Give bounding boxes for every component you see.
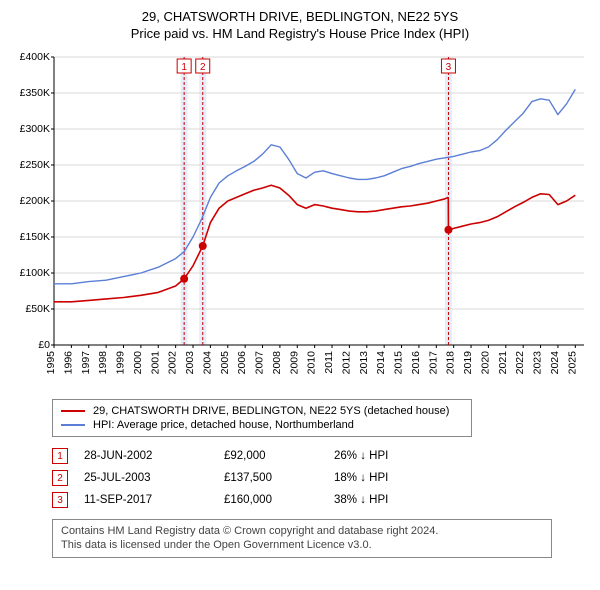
x-axis-tick-label: 2012: [340, 351, 352, 375]
chart-title: 29, CHATSWORTH DRIVE, BEDLINGTON, NE22 5…: [12, 8, 588, 26]
x-axis-tick-label: 2003: [184, 351, 196, 375]
sales-table: 1 28-JUN-2002£92,00026% ↓ HPI 2 25-JUL-2003…: [52, 445, 588, 511]
series-price_paid_after: [449, 194, 576, 230]
x-axis-tick-label: 2017: [427, 351, 439, 375]
x-axis-tick-label: 2015: [393, 351, 405, 375]
x-axis-tick-label: 2019: [462, 351, 474, 375]
x-axis-tick-label: 2013: [358, 351, 370, 375]
line-chart-svg: £0 £50K £100K £150K £200K £250K £300K £350K £400…: [12, 49, 588, 389]
x-axis-tick-label: 1999: [115, 351, 127, 375]
sale-row: 3 11-SEP-2017£160,00038% ↓ HPI: [52, 489, 588, 511]
x-axis-tick-label: 2018: [445, 351, 457, 375]
x-axis-tick-label: 2010: [306, 351, 318, 375]
x-axis-tick-label: 2021: [497, 351, 509, 375]
x-axis-tick-label: 1997: [80, 351, 92, 375]
sale-date: 25-JUL-2003: [84, 472, 224, 484]
x-axis-tick-label: 2023: [532, 351, 544, 375]
sale-row: 1 28-JUN-2002£92,00026% ↓ HPI: [52, 445, 588, 467]
legend-label: HPI: Average price, detached house, Nort…: [93, 419, 354, 431]
x-axis-tick-label: 2007: [254, 351, 266, 375]
y-axis-tick-label: £200K: [20, 195, 50, 207]
sale-number-label: 1: [181, 62, 187, 73]
chart-subtitle: Price paid vs. HM Land Registry's House …: [12, 26, 588, 41]
x-axis-tick-label: 2004: [201, 351, 213, 375]
y-axis-tick-label: £50K: [25, 303, 50, 315]
legend-item: 29, CHATSWORTH DRIVE, BEDLINGTON, NE22 5…: [61, 404, 463, 418]
sale-number-box: 3: [52, 492, 68, 508]
sale-price: £160,000: [224, 494, 334, 506]
y-axis-tick-label: £350K: [20, 87, 50, 99]
x-axis-tick-label: 2014: [375, 351, 387, 375]
sale-number-box: 1: [52, 448, 68, 464]
chart-container: 29, CHATSWORTH DRIVE, BEDLINGTON, NE22 5…: [0, 0, 600, 566]
x-axis-tick-label: 2009: [288, 351, 300, 375]
x-axis-tick-label: 2000: [132, 351, 144, 375]
y-axis-tick-label: £400K: [20, 51, 50, 63]
x-axis-tick-label: 2006: [236, 351, 248, 375]
legend-swatch: [61, 424, 85, 426]
attribution-box: Contains HM Land Registry data © Crown c…: [52, 519, 552, 558]
x-axis-tick-label: 2016: [410, 351, 422, 375]
x-axis-tick-label: 2022: [514, 351, 526, 375]
sale-number-label: 3: [446, 62, 452, 73]
legend-label: 29, CHATSWORTH DRIVE, BEDLINGTON, NE22 5…: [93, 405, 449, 417]
x-axis-tick-label: 2008: [271, 351, 283, 375]
sale-price: £92,000: [224, 450, 334, 462]
attribution-line: Contains HM Land Registry data © Crown c…: [61, 524, 543, 538]
legend-item: HPI: Average price, detached house, Nort…: [61, 418, 463, 432]
y-axis-tick-label: £0: [38, 339, 50, 351]
x-axis-tick-label: 2011: [323, 351, 335, 374]
x-axis-tick-label: 1995: [45, 351, 57, 375]
sale-price: £137,500: [224, 472, 334, 484]
x-axis-tick-label: 2002: [167, 351, 179, 375]
x-axis-tick-label: 2001: [149, 351, 161, 375]
sale-hpi-delta: 26% ↓ HPI: [334, 450, 454, 462]
series-hpi: [54, 90, 575, 284]
sale-hpi-delta: 38% ↓ HPI: [334, 494, 454, 506]
sale-date: 11-SEP-2017: [84, 494, 224, 506]
sale-hpi-delta: 18% ↓ HPI: [334, 472, 454, 484]
y-axis-tick-label: £300K: [20, 123, 50, 135]
y-axis-tick-label: £100K: [20, 267, 50, 279]
y-axis-tick-label: £250K: [20, 159, 50, 171]
x-axis-tick-label: 2024: [549, 351, 561, 375]
sale-row: 2 25-JUL-2003£137,50018% ↓ HPI: [52, 467, 588, 489]
sale-number-box: 2: [52, 470, 68, 486]
sale-point-marker: [199, 242, 207, 250]
x-axis-tick-label: 2005: [219, 351, 231, 375]
x-axis-tick-label: 1998: [97, 351, 109, 375]
legend-swatch: [61, 410, 85, 412]
series-price_paid: [54, 185, 448, 302]
chart-plot-area: £0 £50K £100K £150K £200K £250K £300K £350K £400…: [12, 49, 588, 389]
sale-point-marker: [180, 275, 188, 283]
y-axis-tick-label: £150K: [20, 231, 50, 243]
x-axis-tick-label: 1996: [62, 351, 74, 375]
x-axis-tick-label: 2020: [479, 351, 491, 375]
sale-point-marker: [444, 226, 452, 234]
sale-date: 28-JUN-2002: [84, 450, 224, 462]
legend-box: 29, CHATSWORTH DRIVE, BEDLINGTON, NE22 5…: [52, 399, 472, 437]
sale-number-label: 2: [200, 62, 206, 73]
x-axis-tick-label: 2025: [566, 351, 578, 375]
attribution-line: This data is licensed under the Open Gov…: [61, 538, 543, 552]
